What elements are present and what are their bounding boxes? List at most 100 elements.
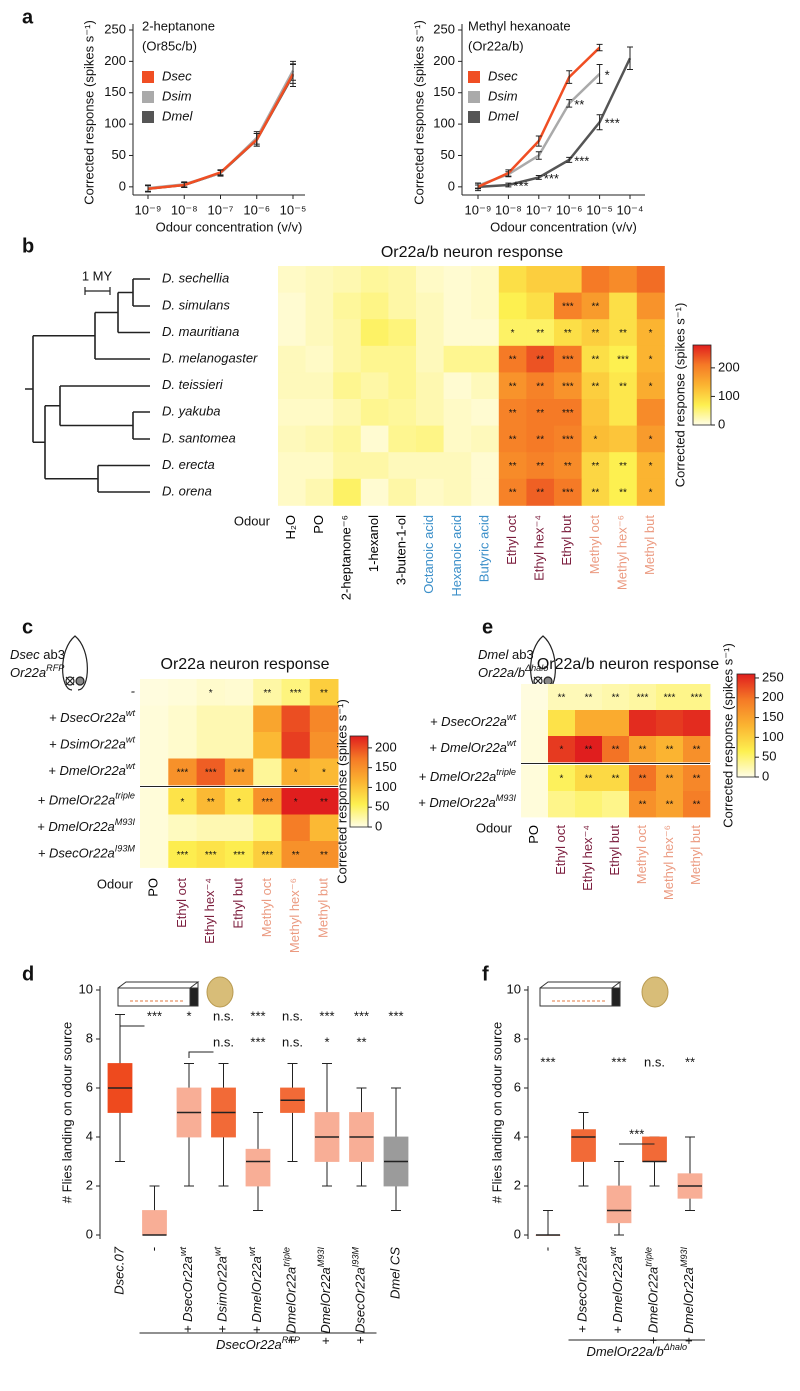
x-tick-label: + DsecOr22awt xyxy=(178,1247,195,1334)
significance-label: *** xyxy=(205,767,217,778)
heat-cell xyxy=(278,478,306,506)
whisker-low xyxy=(578,1161,589,1187)
significance-label: * xyxy=(322,767,326,778)
x-tick-label-base: + DsecOr22a xyxy=(180,1256,195,1333)
heat-cell xyxy=(360,372,389,400)
heat-cell xyxy=(333,372,362,400)
whisker-low xyxy=(322,1161,332,1187)
significance-label: ** xyxy=(592,355,600,366)
heat-cell xyxy=(575,765,603,792)
heat-cell xyxy=(333,478,362,506)
heat-cell xyxy=(388,478,417,506)
significance-label: *** xyxy=(388,1008,403,1023)
group-label-base: DmelOr22a/b xyxy=(586,1344,663,1359)
significance-label: *** xyxy=(629,1126,644,1141)
significance-label: ** xyxy=(509,355,517,366)
heat-cell xyxy=(498,372,527,400)
significance-label: * xyxy=(294,797,298,808)
heat-cell xyxy=(224,788,254,815)
heat-cell xyxy=(636,399,665,426)
heat-cell xyxy=(333,425,362,453)
heat-cell xyxy=(554,399,582,426)
significance-label: *** xyxy=(233,850,245,861)
x-tick-label: + DsimOr22awt xyxy=(213,1247,230,1334)
significance-label: ** xyxy=(509,461,517,472)
column-label: Octanoic acid xyxy=(421,515,436,594)
heat-cell xyxy=(360,425,389,453)
x-tick-label-sup: triple xyxy=(282,1247,292,1267)
heat-cell xyxy=(629,765,657,792)
heat-cell xyxy=(443,319,472,347)
y-tick-label: 0 xyxy=(448,178,455,193)
row-label-sup: wt xyxy=(507,712,517,722)
y-axis-label: Corrected response (spikes s⁻¹) xyxy=(411,20,426,205)
error-bar xyxy=(627,46,633,71)
heat-cell xyxy=(581,452,610,480)
row-label-sup: triple xyxy=(115,791,135,801)
row-label-base: + DsecOr22a xyxy=(38,846,115,861)
column-label: Methyl oct xyxy=(634,825,649,885)
significance-label: *** xyxy=(562,488,574,499)
x-tick-label-base: + DsecOr22a xyxy=(353,1267,368,1344)
heat-cell xyxy=(168,758,197,786)
heat-cell xyxy=(581,319,610,347)
group-label: DmelOr22a/bΔhalo xyxy=(586,1342,687,1359)
y-tick-label: 10 xyxy=(507,981,521,996)
heat-cell xyxy=(471,266,500,293)
y-tick-label: 200 xyxy=(104,53,126,68)
significance-label: *** xyxy=(540,1054,555,1069)
x-tick-label: 10⁻⁷ xyxy=(526,202,552,217)
heat-cell xyxy=(443,292,472,320)
whisker-high xyxy=(253,1112,263,1150)
significance-label: ** xyxy=(320,688,328,699)
x-tick-label: + DmelOr22aM93I xyxy=(316,1247,333,1345)
row-label: - xyxy=(131,684,136,699)
significance-label: n.s. xyxy=(644,1054,665,1069)
heat-cell xyxy=(416,266,444,293)
x-axis-label: Odour concentration (v/v) xyxy=(490,219,637,234)
panel-label: d xyxy=(22,963,34,985)
heat-cell xyxy=(388,345,417,373)
heat-cell xyxy=(416,292,444,320)
heat-cell xyxy=(443,266,472,293)
row-label: + DmelOr22aM93I xyxy=(37,817,135,834)
x-tick-label-base: + DsimOr22a xyxy=(215,1256,230,1333)
heat-cell xyxy=(278,452,306,480)
heat-cell xyxy=(554,452,582,480)
heat-cell xyxy=(443,345,472,373)
heat-cell xyxy=(305,425,334,453)
colorbar-tick-label: 100 xyxy=(375,779,397,794)
y-axis-label: # Flies landing on odour source xyxy=(489,1022,504,1203)
comparison-bracket xyxy=(188,1051,214,1058)
significance-label: n.s. xyxy=(213,1034,234,1049)
significance-label: * xyxy=(209,688,213,699)
colorbar-tick-label: 50 xyxy=(375,799,389,814)
x-tick-label-sup: triple xyxy=(644,1247,654,1267)
x-tick-label: - xyxy=(539,1246,554,1251)
legend-swatch xyxy=(142,71,154,83)
x-tick-label-sup: wt xyxy=(247,1247,257,1257)
genotype-allele-base: Or22a/b xyxy=(478,665,525,680)
x-axis-label: Odour xyxy=(234,513,271,528)
significance-label: *** xyxy=(250,1034,265,1049)
heat-cell xyxy=(278,319,306,347)
heat-cell xyxy=(526,452,555,480)
column-label: 3-buten-1-ol xyxy=(394,515,409,585)
x-tick-label-base: + DmelOr22a xyxy=(646,1267,661,1345)
heat-cell xyxy=(416,478,444,506)
significance-label: *** xyxy=(562,355,574,366)
significance-label: ** xyxy=(292,850,300,861)
heat-cell xyxy=(309,732,339,759)
heat-cell xyxy=(526,372,555,400)
significance-label: *** xyxy=(177,850,189,861)
row-label: D. simulans xyxy=(162,297,230,312)
heat-cell xyxy=(581,345,610,373)
significance-label: *** xyxy=(262,850,274,861)
significance-label: * xyxy=(324,1034,329,1049)
x-tick-label: Dsec.07 xyxy=(111,1246,126,1294)
significance-label: ** xyxy=(639,745,647,756)
y-tick-label: 4 xyxy=(86,1128,93,1143)
row-label-sup: M93I xyxy=(496,793,517,803)
significance-label: ** xyxy=(564,328,572,339)
heat-cell xyxy=(521,684,549,711)
